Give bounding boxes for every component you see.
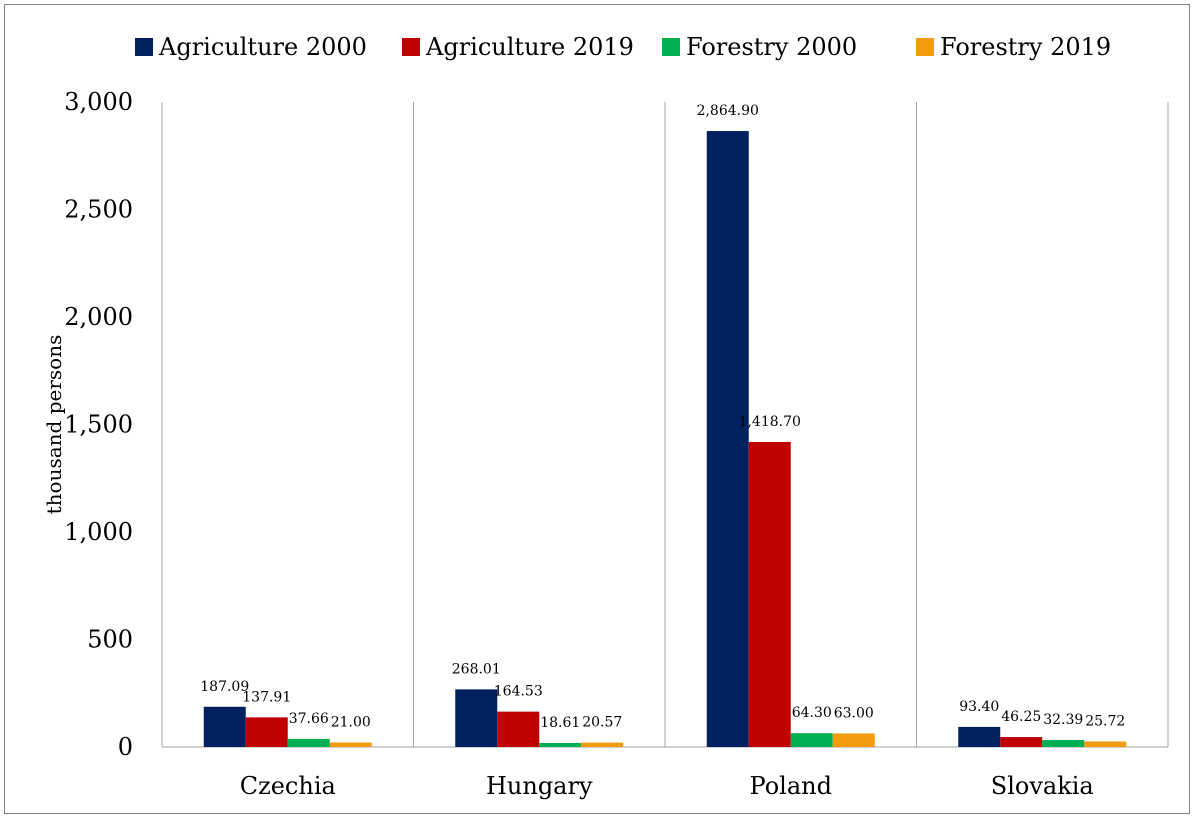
bar	[203, 706, 246, 747]
data-label: 18.61	[540, 715, 580, 731]
bar	[287, 738, 330, 747]
y-axis-label: thousand persons	[42, 335, 66, 515]
y-tick-label: 2,000	[64, 303, 133, 331]
data-label: 93.40	[959, 699, 999, 715]
data-label: 63.00	[834, 705, 874, 721]
data-label: 2,864.90	[697, 103, 759, 119]
bar	[329, 742, 372, 747]
bar	[1042, 740, 1085, 747]
legend-label: Forestry 2019	[940, 33, 1111, 61]
bar	[790, 733, 833, 747]
legend-label: Forestry 2000	[686, 33, 857, 61]
bar	[706, 131, 749, 747]
x-tick-label: Poland	[750, 772, 832, 800]
chart-frame: 0 500 1,000 1,500 2,000 2,500 3,000 thousand pe…	[4, 4, 1190, 814]
bar	[539, 742, 582, 747]
y-tick-label: 0	[118, 733, 133, 761]
data-label: 137.91	[242, 689, 291, 705]
legend-label: Agriculture 2019	[425, 33, 634, 61]
legend-swatch	[402, 38, 420, 56]
bar	[581, 742, 624, 747]
bar	[958, 726, 1001, 747]
legend-swatch	[135, 38, 153, 56]
legend-swatch	[916, 38, 934, 56]
data-label: 164.53	[494, 684, 543, 700]
y-tick-label: 3,000	[64, 88, 133, 116]
bar	[245, 717, 288, 747]
x-tick-label: Hungary	[486, 772, 593, 800]
y-tick-label: 1,500	[64, 411, 133, 439]
data-label: 32.39	[1043, 712, 1083, 728]
data-label: 25.72	[1085, 713, 1125, 729]
y-tick-label: 500	[87, 626, 133, 654]
bar	[497, 711, 540, 747]
data-label: 64.30	[792, 705, 832, 721]
data-label: 46.25	[1001, 709, 1041, 725]
legend-swatch	[662, 38, 680, 56]
data-label: 21.00	[331, 714, 371, 730]
data-label: 268.01	[452, 661, 501, 677]
bar	[1000, 737, 1043, 747]
legend-label: Agriculture 2000	[158, 33, 367, 61]
data-label: 20.57	[582, 715, 622, 731]
data-label: 1,418.70	[739, 414, 801, 430]
bar	[748, 441, 791, 747]
bar-chart: 0 500 1,000 1,500 2,000 2,500 3,000 thousand pe…	[42, 33, 1169, 800]
x-tick-label: Czechia	[240, 772, 336, 800]
bar	[1084, 741, 1127, 747]
data-label: 37.66	[289, 711, 329, 727]
y-tick-label: 1,000	[64, 518, 133, 546]
bar	[455, 689, 498, 747]
y-tick-label: 2,500	[64, 196, 133, 224]
data-label: 187.09	[200, 679, 249, 695]
bar	[832, 733, 875, 747]
x-tick-label: Slovakia	[991, 772, 1094, 800]
